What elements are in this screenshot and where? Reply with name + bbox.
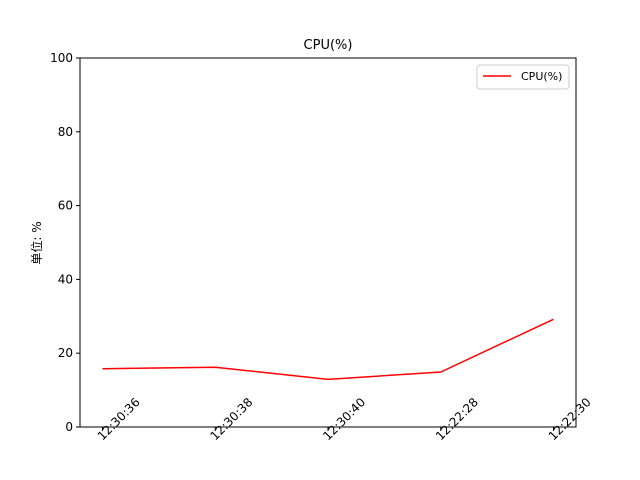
x-tick-label: 12:30:38 <box>207 395 255 443</box>
y-tick-label: 0 <box>65 420 73 434</box>
y-tick-label: 100 <box>50 51 73 65</box>
legend-box <box>476 64 570 90</box>
y-axis-label: 单位: % <box>29 221 44 264</box>
y-tick-label: 80 <box>58 125 73 139</box>
x-tick-label: 12:30:40 <box>320 395 368 443</box>
chart-title: CPU(%) <box>304 38 353 53</box>
y-tick-label: 60 <box>58 199 73 213</box>
x-tick-label: 12:22:28 <box>433 395 481 443</box>
y-tick-label: 40 <box>58 272 73 286</box>
x-tick-label: 12:22:30 <box>546 395 594 443</box>
plot-area <box>79 57 577 428</box>
y-ticks: 0 20 40 60 80 100 <box>50 51 80 434</box>
series-group <box>102 318 554 381</box>
x-ticks: 12:30:36 12:30:38 12:30:40 12:22:28 12:22:30 <box>95 395 594 443</box>
y-tick-label: 20 <box>58 346 73 360</box>
legend: CPU(%) <box>476 64 570 90</box>
x-tick-label: 12:30:36 <box>95 395 143 443</box>
legend-label: CPU(%) <box>521 70 562 83</box>
series-line-0 <box>102 318 554 381</box>
